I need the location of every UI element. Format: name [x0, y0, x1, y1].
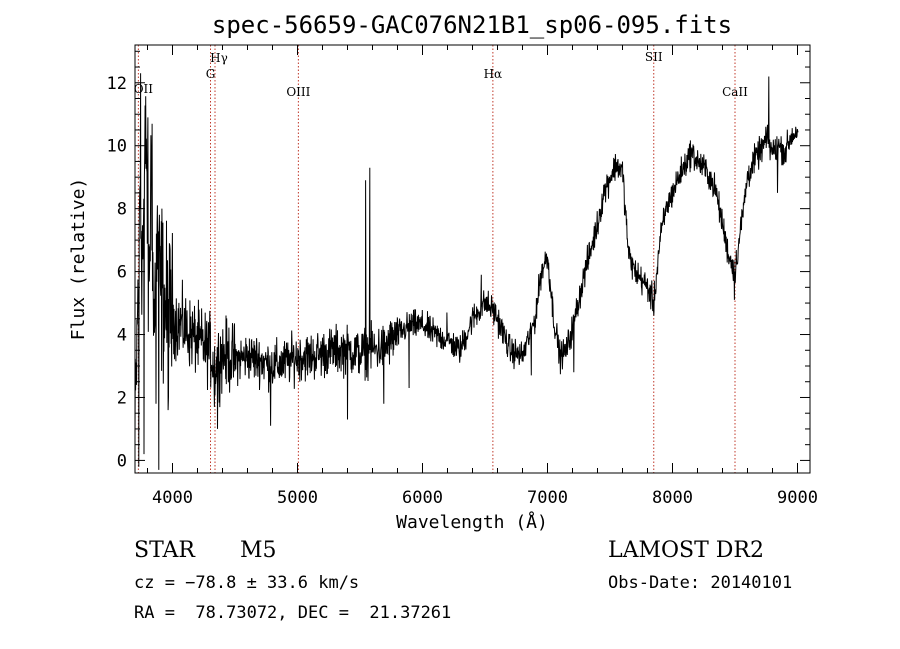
y-tick-label-2: 4 [117, 326, 127, 346]
x-tick-label-2: 6000 [402, 488, 443, 508]
x-tick-label-1: 5000 [277, 488, 318, 508]
marker-label-1: Hγ [210, 51, 228, 65]
emission-line-markers: OII Hγ G OIII Hα SII CaII [134, 45, 748, 473]
y-tick-label-6: 12 [107, 74, 127, 94]
axis-ticks [135, 45, 810, 473]
y-tick-label-3: 6 [117, 263, 127, 283]
x-tick-label-0: 4000 [152, 488, 193, 508]
x-tick-label-5: 9000 [777, 488, 818, 508]
plot-frame [134, 44, 811, 474]
marker-label-0: OII [134, 82, 154, 96]
y-tick-label-0: 0 [117, 451, 127, 471]
marker-label-4: Hα [484, 67, 503, 81]
survey-name: LAMOST DR2 [608, 538, 764, 563]
y-tick-label-4: 8 [117, 200, 127, 220]
observation-date: Obs-Date: 20140101 [608, 573, 793, 593]
x-tick-label-3: 7000 [527, 488, 568, 508]
y-axis-label: Flux (relative) [68, 178, 89, 341]
axis-tick-labels: 4000 5000 6000 7000 8000 9000 0 2 4 6 8 10 12 [107, 74, 818, 508]
redshift-velocity: cz = −78.8 ± 33.6 km/s [134, 573, 360, 593]
y-tick-label-5: 10 [107, 137, 127, 157]
spectrum-series [134, 73, 799, 470]
spectrum-line [134, 73, 799, 470]
chart-title: spec-56659-GAC076N21B1_sp06-095.fits [212, 11, 732, 39]
x-tick-label-4: 8000 [652, 488, 693, 508]
coordinates: RA = 78.73072, DEC = 21.37261 [134, 603, 452, 623]
marker-label-2: G [206, 67, 216, 81]
object-class: STAR [134, 538, 195, 563]
y-tick-label-1: 2 [117, 388, 127, 408]
marker-label-6: CaII [722, 85, 748, 99]
marker-label-5: SII [645, 50, 663, 64]
object-subclass: M5 [240, 538, 277, 563]
x-axis-label: Wavelength (Å) [396, 511, 548, 533]
marker-label-3: OIII [286, 85, 310, 99]
